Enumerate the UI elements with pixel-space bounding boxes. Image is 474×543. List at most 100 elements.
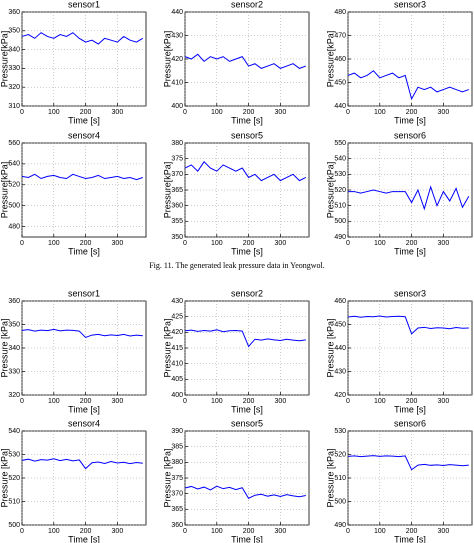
caption: Fig. 11. The generated leak pressure dat…	[149, 261, 325, 270]
subplot: 480 500 520 540 560 0 100 200 300 sensor4 Time [s]…	[0, 130, 147, 256]
x-tick-label: 200	[243, 398, 255, 405]
x-tick-label: 200	[80, 398, 92, 405]
x-tick-label: 300	[275, 240, 287, 247]
y-tick-label: 540	[8, 161, 20, 168]
y-tick-label: 530	[334, 428, 346, 435]
y-tick-label: 500	[334, 498, 346, 505]
subplot: 490 500 510 520 530 0 100 200 300 sensor6 Time [s]…	[325, 418, 473, 543]
y-tick-label: 460	[334, 56, 346, 63]
subplot: 400 410 420 430 440 0 100 200 300 sensor2 Time [s]…	[162, 0, 310, 125]
y-axis-label: Pressure[kPa]	[162, 162, 172, 219]
y-tick-label: 420	[334, 392, 346, 399]
subplot: 310 320 330 340 350 360 0 100 200 300 sensor1 Time …	[0, 0, 147, 125]
x-tick-label: 100	[48, 240, 60, 247]
y-tick-label: 510	[334, 475, 346, 482]
x-tick-label: 100	[374, 398, 386, 405]
x-tick-label: 300	[112, 109, 124, 116]
y-tick-label: 440	[334, 345, 346, 352]
y-tick-label: 460	[334, 298, 346, 305]
x-axis-label: Time [s]	[231, 534, 263, 543]
y-tick-label: 520	[8, 475, 20, 482]
data-line	[348, 185, 470, 211]
subplot-title: sensor6	[394, 130, 426, 140]
x-axis-label: Time [s]	[394, 404, 426, 414]
x-tick-label: 100	[211, 240, 223, 247]
x-tick-label: 0	[20, 240, 24, 247]
y-tick-label: 430	[171, 32, 183, 39]
x-tick-label: 0	[183, 398, 187, 405]
y-tick-label: 450	[334, 321, 346, 328]
y-tick-label: 520	[334, 451, 346, 458]
subplot-title: sensor5	[231, 130, 263, 140]
x-axis-label: Time [s]	[231, 115, 263, 125]
x-tick-label: 300	[438, 109, 450, 116]
x-axis-label: Time [s]	[394, 534, 426, 543]
y-tick-label: 470	[334, 32, 346, 39]
subplot-title: sensor3	[394, 0, 426, 9]
y-tick-label: 520	[334, 187, 346, 194]
y-tick-label: 540	[8, 428, 20, 435]
subplot: 420 430 440 450 460 0 100 200 300 sensor3 Time [s]…	[325, 288, 473, 414]
x-axis-label: Time [s]	[394, 246, 426, 256]
x-tick-label: 0	[183, 528, 187, 535]
y-tick-label: 430	[171, 298, 183, 305]
x-axis-label: Time [s]	[394, 115, 426, 125]
y-tick-label: 510	[8, 498, 20, 505]
y-tick-label: 350	[171, 234, 183, 241]
y-tick-label: 340	[8, 345, 20, 352]
x-tick-label: 0	[346, 528, 350, 535]
y-axis-label: Pressure [kPa]	[0, 448, 9, 507]
data-line	[21, 458, 143, 470]
y-tick-label: 410	[171, 79, 183, 86]
x-tick-label: 100	[211, 398, 223, 405]
y-tick-label: 365	[171, 506, 183, 513]
x-axis-label: Time [s]	[68, 115, 100, 125]
subplot: 320 330 340 350 360 0 100 200 300 sensor1 Time [s]…	[0, 288, 147, 414]
y-tick-label: 320	[8, 84, 20, 91]
x-tick-label: 300	[438, 528, 450, 535]
y-tick-label: 310	[8, 103, 20, 110]
subplot-title: sensor3	[394, 288, 426, 298]
x-axis-label: Time [s]	[231, 246, 263, 256]
y-tick-label: 380	[171, 140, 183, 147]
y-tick-label: 360	[171, 522, 183, 529]
plot-frame	[21, 142, 147, 238]
x-tick-label: 300	[112, 398, 124, 405]
y-tick-label: 370	[171, 171, 183, 178]
x-tick-label: 200	[406, 398, 418, 405]
y-tick-label: 330	[8, 368, 20, 375]
x-tick-label: 100	[211, 109, 223, 116]
x-axis-label: Time [s]	[231, 404, 263, 414]
x-tick-label: 0	[346, 109, 350, 116]
data-line	[347, 455, 469, 471]
y-tick-label: 370	[171, 491, 183, 498]
x-tick-label: 200	[80, 109, 92, 116]
subplot-title: sensor4	[68, 130, 100, 140]
x-tick-label: 300	[438, 398, 450, 405]
y-axis-label: Pressure [kPa]	[0, 318, 9, 377]
subplot: 490 500 510 520 530 540 550 0 100 200 300 sensor6 Ti…	[325, 130, 473, 256]
y-tick-label: 520	[8, 182, 20, 189]
y-tick-label: 530	[334, 171, 346, 178]
x-tick-label: 0	[346, 240, 350, 247]
y-tick-label: 330	[8, 65, 20, 72]
y-tick-label: 480	[8, 223, 20, 230]
y-tick-label: 320	[8, 392, 20, 399]
subplot: 440 450 460 470 480 0 100 200 300 sensor3 Time [s]…	[325, 0, 473, 125]
y-tick-label: 420	[171, 56, 183, 63]
x-tick-label: 0	[183, 109, 187, 116]
x-tick-label: 300	[112, 528, 124, 535]
y-axis-label: Pressure [kPa]	[162, 318, 172, 377]
subplot: 350 355 360 365 370 375 380 0 100 200 300 sensor5 Ti…	[162, 130, 310, 256]
y-axis-label: Pressure[kPa]	[162, 31, 172, 88]
x-tick-label: 0	[20, 109, 24, 116]
y-tick-label: 420	[171, 329, 183, 336]
x-tick-label: 300	[438, 240, 450, 247]
y-tick-label: 440	[334, 103, 346, 110]
y-tick-label: 500	[8, 203, 20, 210]
data-line	[21, 173, 143, 181]
data-line	[184, 161, 307, 182]
y-tick-label: 415	[171, 345, 183, 352]
x-axis-label: Time [s]	[68, 246, 100, 256]
